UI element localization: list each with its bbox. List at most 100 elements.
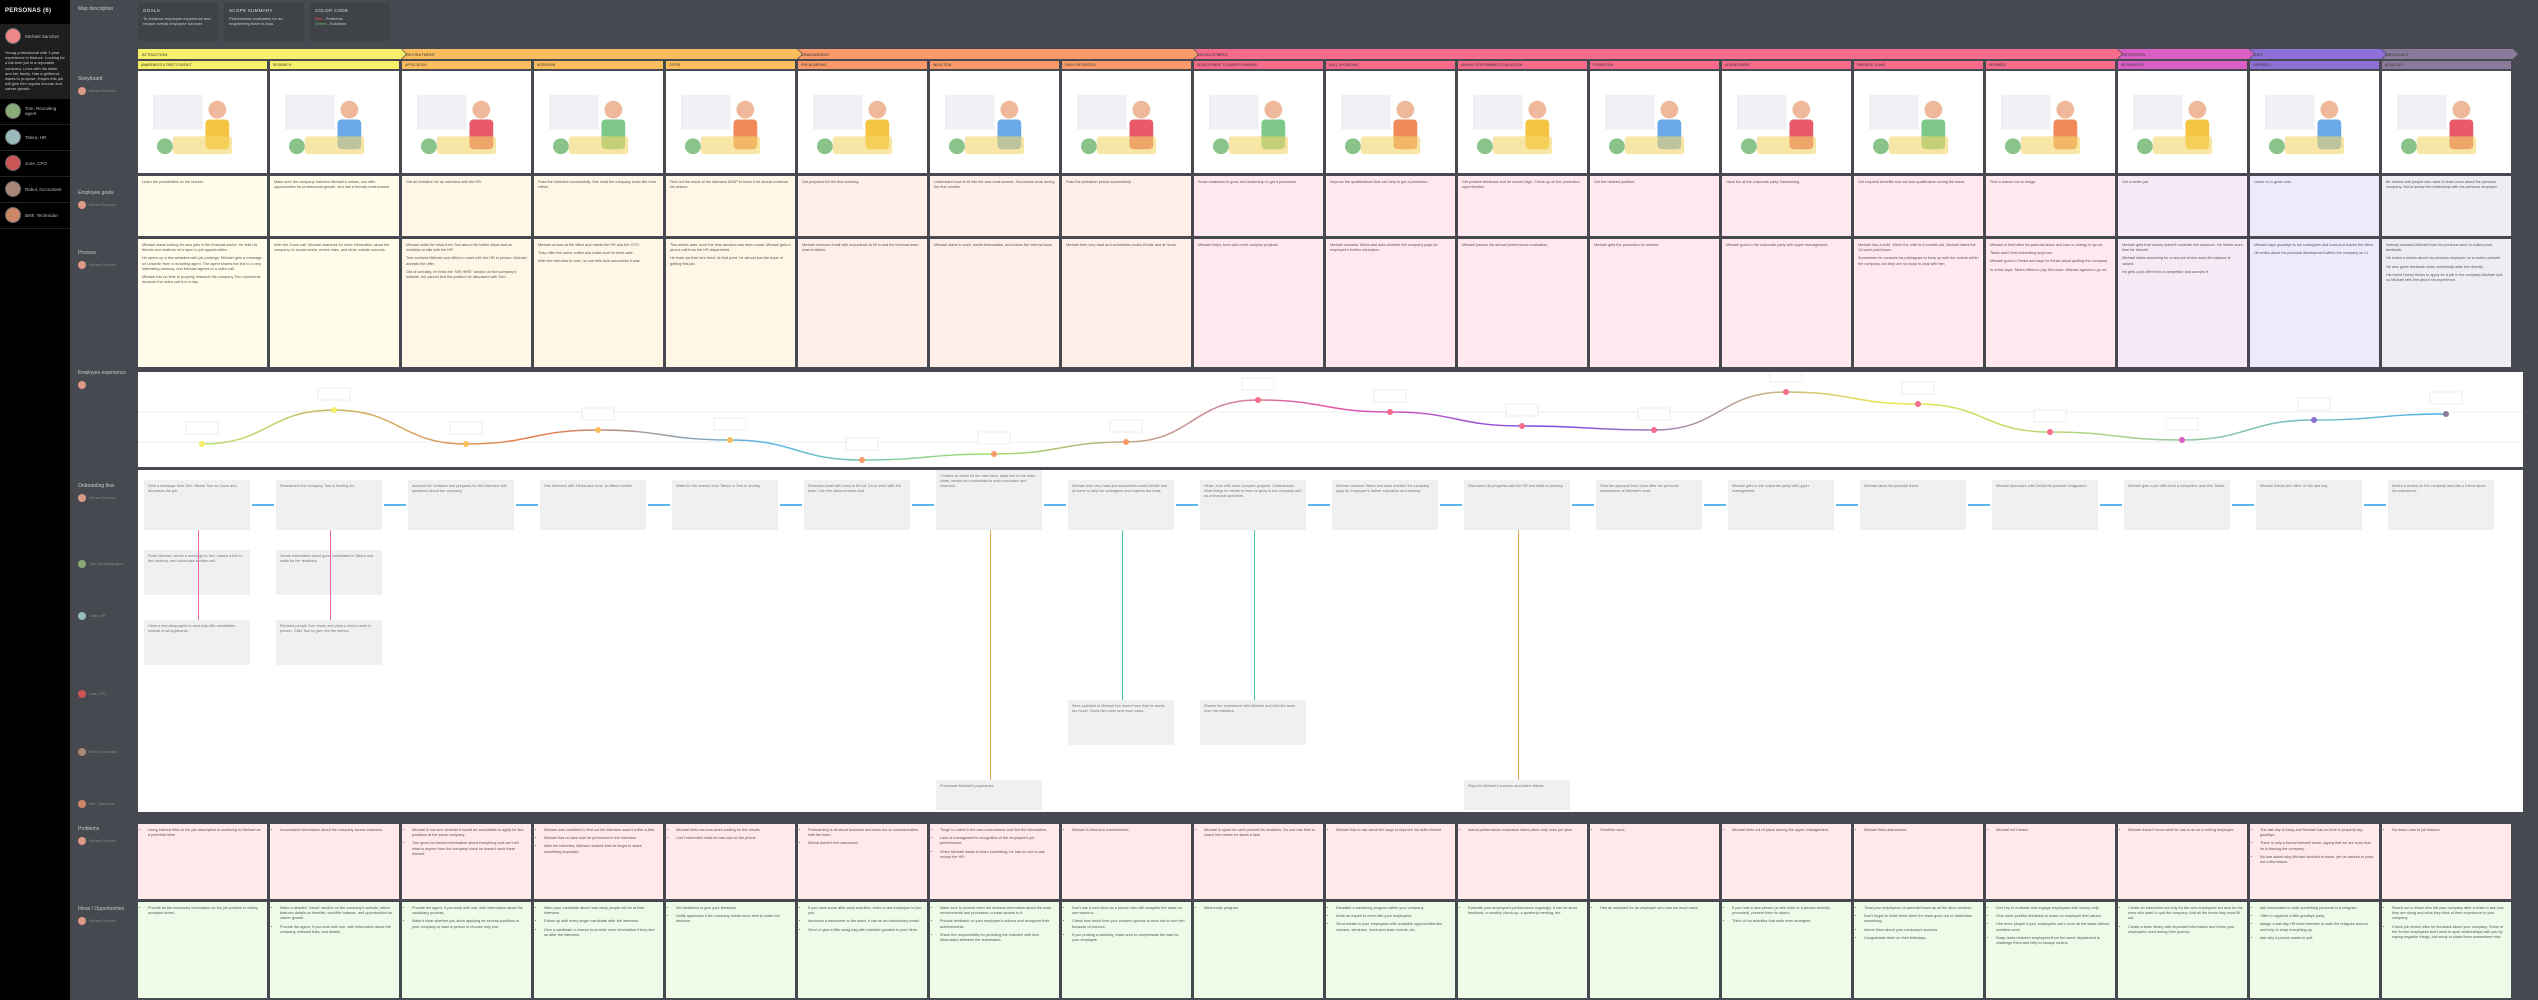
storyboard-illustration xyxy=(798,71,927,173)
persona-avatar-icon xyxy=(78,494,86,502)
process-description: Michael helps June with more complex pro… xyxy=(1194,239,1323,367)
flow-step[interactable]: Discusses his progress with the HR and s… xyxy=(1464,480,1570,530)
process-description: Michael starts looking for new jobs in t… xyxy=(138,239,267,367)
substage-header[interactable]: Early retention xyxy=(1062,61,1191,69)
storyboard-illustration xyxy=(138,71,267,173)
storyboard-illustration xyxy=(1722,71,1851,173)
substage-header[interactable]: Development & career planning xyxy=(1194,61,1323,69)
flow-step[interactable]: Michael tries very hard and sometimes wo… xyxy=(1068,480,1174,530)
storyboard-illustration xyxy=(1590,71,1719,173)
flow-arrow xyxy=(648,504,670,506)
stage-onboarding[interactable]: ONBOARDING xyxy=(798,49,1198,59)
substage-header[interactable]: Parental leave xyxy=(1854,61,1983,69)
employee-goal: Get an invitation for an interview with … xyxy=(402,176,531,236)
ideas-card: Don't try to motivate and engage employe… xyxy=(1986,902,2115,998)
substage-header[interactable]: Awareness & first contact xyxy=(138,61,267,69)
flow-step[interactable]: Helps June with more complex projects. U… xyxy=(1200,480,1306,530)
avatar xyxy=(78,690,86,698)
storyboard-illustration xyxy=(1062,71,1191,173)
persona-item[interactable]: Rahul, Accountant xyxy=(0,177,70,203)
substage-header[interactable]: Offer xyxy=(666,61,795,69)
illustration-icon xyxy=(945,94,1025,155)
problems-card: Preboarding is all about business and la… xyxy=(798,824,927,899)
flow-step[interactable]: Writes a review on the company and tells… xyxy=(2388,480,2494,530)
personas-sidebar: PERSONAS (6) Michael Sanchez Young profes… xyxy=(0,0,70,1000)
stage-exit[interactable]: EXIT xyxy=(2250,49,2386,59)
flow-connector xyxy=(198,530,199,620)
flow-arrow xyxy=(1968,504,1990,506)
illustration-icon xyxy=(153,94,233,155)
flow-step[interactable]: Sends information about good candidates … xyxy=(276,550,382,595)
flow-step[interactable]: Michael takes his parental leave. xyxy=(1860,480,1966,530)
emotion-point xyxy=(859,457,865,463)
problems-card: Actual performance evaluation takes plac… xyxy=(1458,824,1587,899)
flow-step[interactable]: Has interview with Tahira and June. Is o… xyxy=(540,480,646,530)
flow-step[interactable]: Receives email with docs to fill out. Go… xyxy=(804,480,910,530)
ideas-card: Mentorship program. xyxy=(1194,902,1323,998)
flow-step[interactable]: Hires a recruiting agent to deal only wi… xyxy=(144,620,250,665)
process-description: Michael arrives at the office and meets … xyxy=(534,239,663,367)
ideas-card: Don't use a new hiree as a person who wi… xyxy=(1062,902,1191,998)
flow-step[interactable]: Finds Michael, sends a message to him, s… xyxy=(144,550,250,595)
flow-step[interactable]: Gets a message from Tom. Meets Tom on Zo… xyxy=(144,480,250,530)
stage-attraction[interactable]: ATTRACTION xyxy=(138,49,406,59)
substage-header[interactable]: Rewards xyxy=(1986,61,2115,69)
flow-step[interactable]: Pays for Michael's courses and airline t… xyxy=(1464,780,1570,810)
stage-retention[interactable]: RETENTION xyxy=(2118,49,2254,59)
substage-header[interactable]: Skill upgrading xyxy=(1326,61,1455,69)
flow-connector xyxy=(1518,530,1519,780)
emotion-point xyxy=(1255,397,1261,403)
substage-header[interactable]: Research xyxy=(270,61,399,69)
stage-advocacy[interactable]: ADVOCACY xyxy=(2382,49,2518,59)
flow-step[interactable]: Waits for the answer from Tahira or Tom … xyxy=(672,480,778,530)
substage-header[interactable]: Induction xyxy=(930,61,1059,69)
flow-arrow xyxy=(1176,504,1198,506)
employee-goal: Pass the probation period successfully. xyxy=(1062,176,1191,236)
flow-step[interactable]: Michael gets a job offer from a competit… xyxy=(2124,480,2230,530)
flow-step[interactable]: Sees potential in Michael but doesn't se… xyxy=(1068,700,1174,745)
avatar xyxy=(78,612,86,620)
flow-step[interactable]: Shares her experience with Michael and l… xyxy=(1200,700,1306,745)
persona-item[interactable]: June, CFO xyxy=(0,151,70,177)
emotion-point xyxy=(1783,389,1789,395)
flow-arrow xyxy=(912,504,934,506)
persona-item[interactable]: Tom, Recruiting agent xyxy=(0,99,70,125)
problems-card: Michael feels abandoned. xyxy=(1854,824,1983,899)
illustration-icon xyxy=(2001,94,2081,155)
flow-step[interactable]: Processes Michael's paychecks. xyxy=(936,780,1042,810)
substage-header[interactable]: Advocacy xyxy=(2382,61,2511,69)
stage-development[interactable]: DEVELOPMENT xyxy=(1194,49,2122,59)
flow-arrow xyxy=(1836,504,1858,506)
substage-header[interactable]: Annual performance evaluation xyxy=(1458,61,1587,69)
persona-item[interactable]: Beth, Technician xyxy=(0,203,70,229)
flow-step[interactable]: Michael leaves the office on the last da… xyxy=(2256,480,2362,530)
process-description: Nobody contacts Michael from his previou… xyxy=(2382,239,2511,367)
flow-step[interactable]: Accepts the invitation and prepares for … xyxy=(408,480,514,530)
substage-header[interactable]: Resignation xyxy=(2118,61,2247,69)
emotion-point xyxy=(1915,401,1921,407)
stage-recruitment[interactable]: RECRUITMENT xyxy=(402,49,802,59)
flow-step[interactable]: Michael contacts Tahira and asks whether… xyxy=(1332,480,1438,530)
illustration-icon xyxy=(285,94,365,155)
flow-step[interactable]: Gets the approval from June after her pe… xyxy=(1596,480,1702,530)
flow-step[interactable]: Researches the company Tom is hunting fo… xyxy=(276,480,382,530)
illustration-icon xyxy=(1869,94,1949,155)
stage-bar: ATTRACTION RECRUITMENT ONBOARDING DEVELOPME… xyxy=(138,49,2523,59)
persona-item[interactable]: Tahira, HR xyxy=(0,125,70,151)
substage-header[interactable]: Promotion xyxy=(1590,61,1719,69)
flow-connector xyxy=(1254,530,1255,700)
ideas-card: Ask teammates to write something persona… xyxy=(2250,902,2379,998)
substage-header[interactable]: Advancement xyxy=(1722,61,1851,69)
substage-header[interactable]: Pre-boarding xyxy=(798,61,927,69)
persona-item[interactable]: Michael Sanchez Young professional with 1… xyxy=(0,24,70,99)
flow-step[interactable]: Michael discusses with Tahira his possib… xyxy=(1992,480,2098,530)
map-description-label: Map description xyxy=(78,6,114,12)
flow-step[interactable]: Reviews people Tom chose and picks a few… xyxy=(276,620,382,665)
substage-header[interactable]: Interview xyxy=(534,61,663,69)
substage-header[interactable]: Farewell xyxy=(2250,61,2379,69)
flow-step[interactable]: Creates an email for the new hires, adds… xyxy=(936,470,1042,515)
flow-step[interactable]: Michael gets to the corporate party with… xyxy=(1728,480,1834,530)
substage-header[interactable]: Application xyxy=(402,61,531,69)
row-label-process: Process Michael Sanchez xyxy=(78,250,116,269)
emotion-point xyxy=(1387,409,1393,415)
